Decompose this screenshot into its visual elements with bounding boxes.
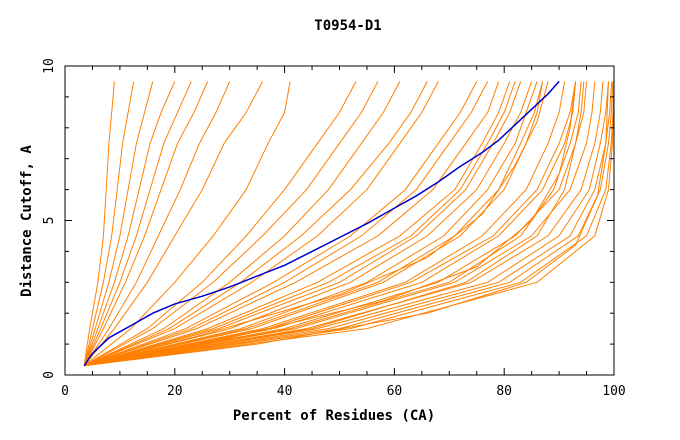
series-line-30 bbox=[84, 81, 585, 367]
series-line-35 bbox=[84, 81, 489, 367]
series-line-40 bbox=[84, 81, 549, 367]
series-layer bbox=[83, 80, 615, 367]
y-tick-label: 10 bbox=[42, 58, 57, 74]
series-line-7 bbox=[83, 81, 231, 366]
series-line-25 bbox=[84, 81, 609, 367]
series-line-18 bbox=[84, 81, 538, 367]
series-line-8 bbox=[83, 81, 264, 367]
series-line-24 bbox=[84, 81, 604, 367]
series-line-16 bbox=[84, 81, 522, 367]
series-line-37 bbox=[83, 81, 379, 367]
series-line-5 bbox=[83, 81, 192, 366]
x-axis-title: Percent of Residues (CA) bbox=[233, 408, 435, 424]
series-line-15 bbox=[84, 81, 511, 367]
series-line-13 bbox=[84, 81, 478, 367]
series-line-39 bbox=[84, 81, 609, 367]
x-tick-label: 40 bbox=[277, 384, 293, 399]
series-line-29 bbox=[84, 81, 615, 367]
series-line-4 bbox=[83, 81, 176, 366]
series-line-9 bbox=[83, 81, 291, 367]
series-line-2 bbox=[83, 81, 135, 366]
series-line-3 bbox=[83, 81, 154, 366]
y-axis-title: Distance Cutoff, A bbox=[19, 145, 35, 297]
series-line-26 bbox=[84, 81, 613, 367]
series-line-14 bbox=[84, 81, 500, 367]
highlighted-series-line bbox=[83, 80, 560, 367]
x-tick-label: 80 bbox=[496, 384, 512, 399]
series-line-10 bbox=[83, 81, 357, 367]
series-line-12 bbox=[84, 81, 439, 367]
x-tick-label: 100 bbox=[602, 384, 625, 399]
series-line-6 bbox=[83, 81, 209, 366]
series-line-33 bbox=[84, 81, 544, 367]
x-tick-label: 60 bbox=[387, 384, 403, 399]
series-line-36 bbox=[84, 81, 428, 367]
x-tick-label: 20 bbox=[167, 384, 183, 399]
axes-layer: 0 20 40 60 80 100 0 5 10 bbox=[42, 58, 626, 399]
series-line-20 bbox=[84, 81, 566, 367]
chart-title: T0954-D1 bbox=[314, 18, 381, 34]
series-line-11 bbox=[83, 81, 401, 367]
y-tick-label: 5 bbox=[42, 217, 57, 225]
series-line-38 bbox=[84, 81, 577, 367]
series-line-34 bbox=[84, 81, 516, 367]
series-line-31 bbox=[84, 81, 582, 367]
x-tick-label: 0 bbox=[61, 384, 69, 399]
series-line-19 bbox=[84, 81, 544, 367]
series-line-32 bbox=[84, 81, 577, 367]
series-line-28 bbox=[84, 81, 615, 367]
y-tick-label: 0 bbox=[42, 371, 57, 379]
series-line-27 bbox=[84, 81, 614, 367]
series-line-1 bbox=[83, 81, 115, 366]
